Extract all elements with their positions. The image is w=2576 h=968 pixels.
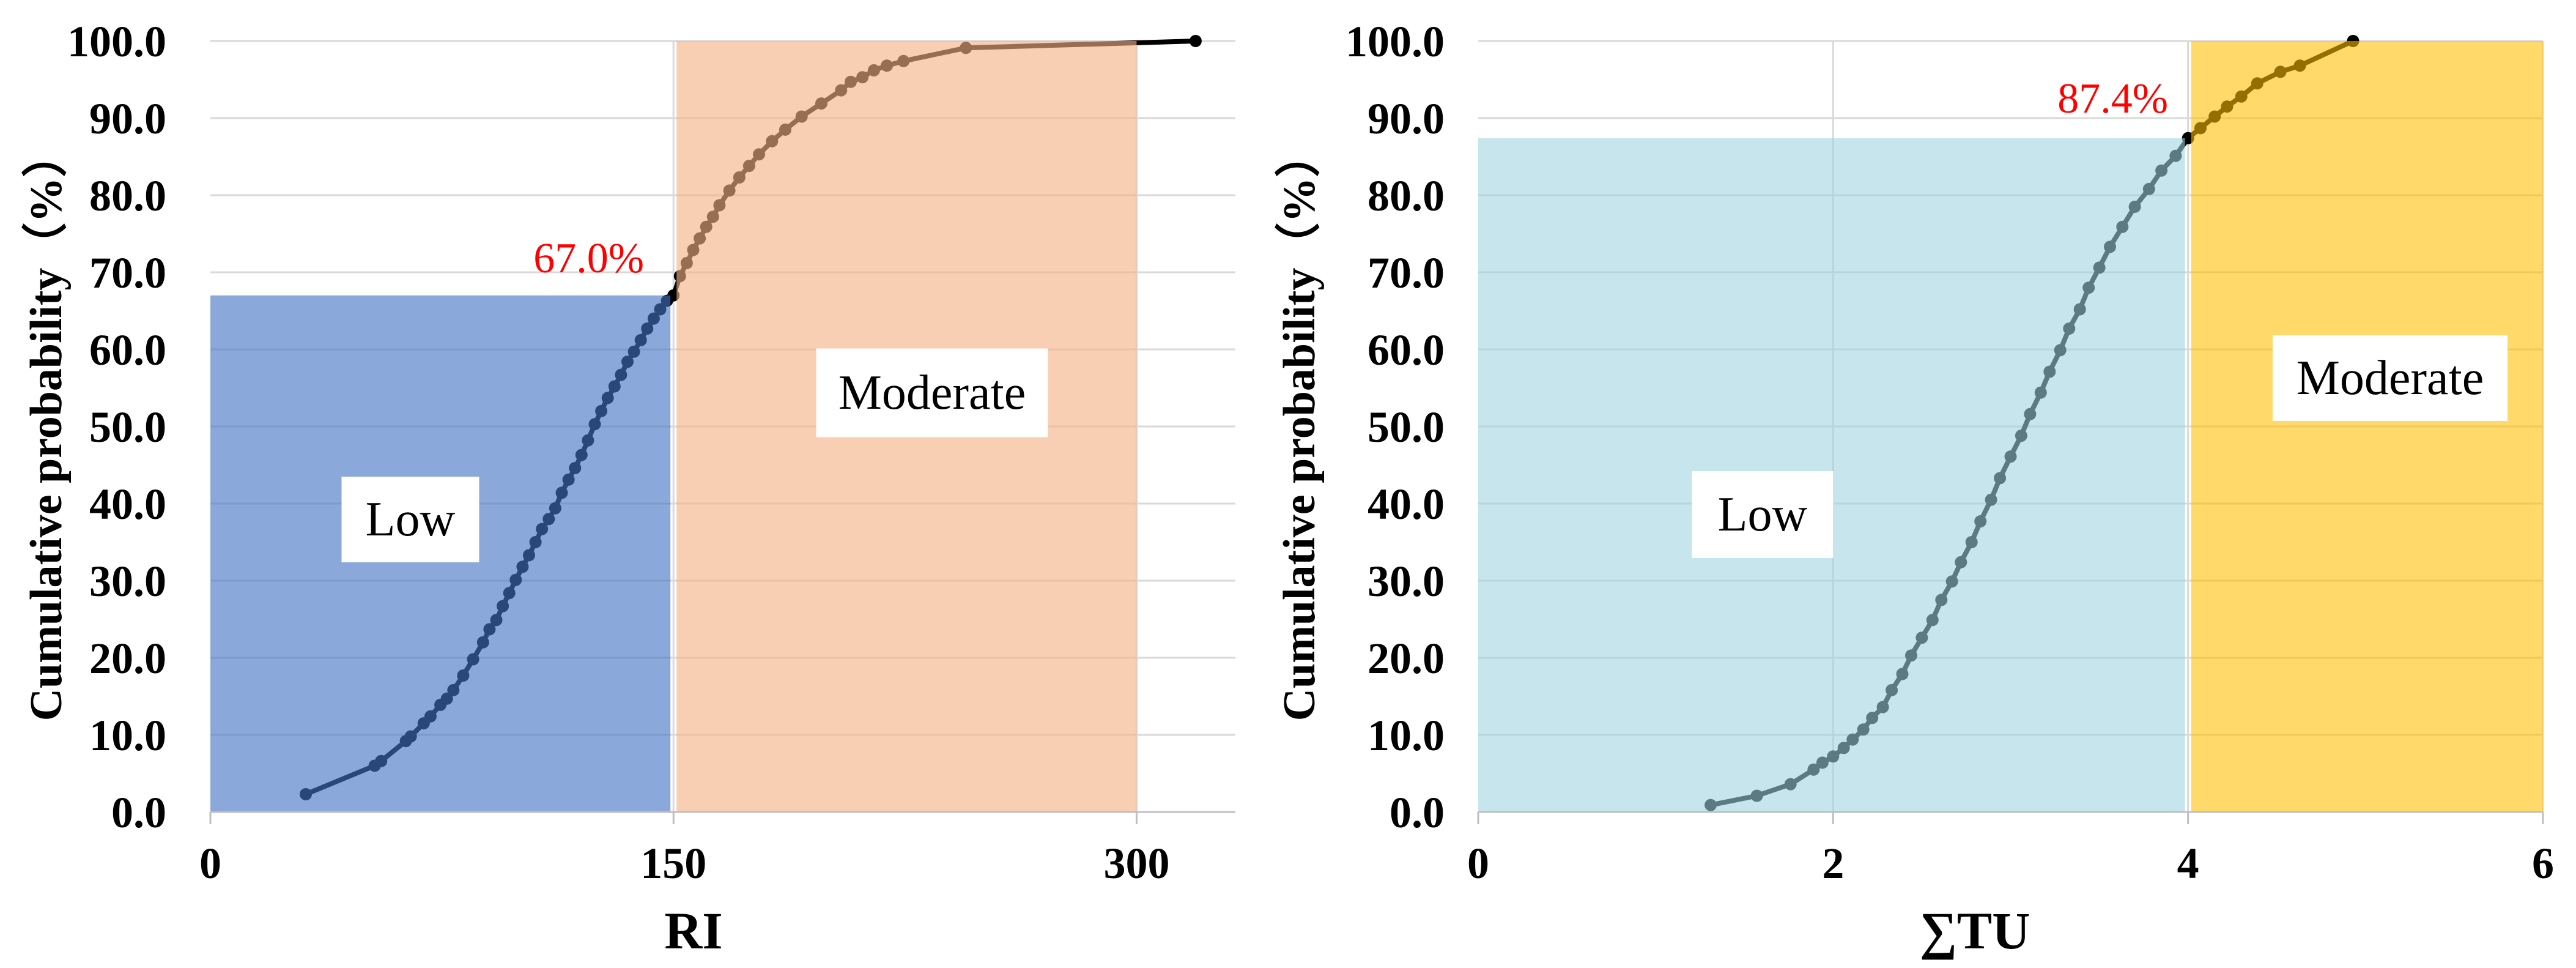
y-axis-title: Cumulative probability（%） bbox=[1275, 132, 1325, 721]
x-tick-label: 150 bbox=[640, 839, 706, 888]
y-tick-label: 50.0 bbox=[89, 403, 166, 452]
y-tick-label: 10.0 bbox=[89, 711, 166, 760]
threshold-annotation: 87.4% bbox=[2057, 75, 2168, 122]
region-label-box bbox=[341, 477, 479, 562]
chart-1: Low Moderate 67.0% 0 150 300 0.0 10.0 20.0 30.0 40… bbox=[21, 17, 1235, 960]
x-axis-title: ∑TU bbox=[1920, 901, 2030, 960]
y-tick-label: 80.0 bbox=[1368, 171, 1445, 220]
y-tick-label: 40.0 bbox=[89, 480, 166, 529]
y-tick-label: 100.0 bbox=[67, 17, 166, 66]
region-label-moderate: Moderate bbox=[838, 366, 1026, 420]
y-tick-label: 30.0 bbox=[89, 557, 166, 606]
y-tick-label: 20.0 bbox=[89, 634, 166, 683]
y-tick-label: 60.0 bbox=[89, 326, 166, 374]
y-tick-label: 30.0 bbox=[1368, 557, 1445, 606]
y-tick-label: 60.0 bbox=[1368, 326, 1445, 374]
x-axis-title: RI bbox=[664, 901, 723, 960]
threshold-annotation: 67.0% bbox=[533, 235, 644, 282]
y-tick-label: 0.0 bbox=[1390, 788, 1445, 837]
y-axis-title: Cumulative probability（%） bbox=[21, 132, 72, 721]
region-label-low: Low bbox=[366, 493, 456, 546]
y-tick-label: 80.0 bbox=[89, 171, 166, 220]
x-tick-label: 300 bbox=[1103, 839, 1169, 888]
x-tick-label: 0 bbox=[199, 839, 221, 888]
region-label-box bbox=[2273, 335, 2508, 421]
y-tick-label: 70.0 bbox=[1368, 248, 1445, 297]
region-label-low: Low bbox=[1718, 488, 1808, 542]
y-tick-label: 10.0 bbox=[1368, 711, 1445, 760]
y-tick-label: 40.0 bbox=[1368, 480, 1445, 529]
y-tick-label: 90.0 bbox=[1368, 94, 1445, 143]
region-label-moderate: Moderate bbox=[2297, 351, 2484, 405]
x-tick-label: 2 bbox=[1822, 839, 1844, 888]
y-tick-label: 0.0 bbox=[111, 788, 166, 837]
y-tick-label: 70.0 bbox=[89, 248, 166, 297]
region-label-box bbox=[1692, 471, 1834, 558]
y-tick-label: 90.0 bbox=[89, 94, 166, 143]
x-tick-label: 0 bbox=[1467, 839, 1489, 888]
region-label-box bbox=[816, 348, 1048, 437]
x-tick-label: 4 bbox=[2177, 839, 2199, 888]
y-tick-label: 50.0 bbox=[1368, 403, 1445, 452]
y-tick-label: 20.0 bbox=[1368, 634, 1445, 683]
y-tick-label: 100.0 bbox=[1345, 17, 1445, 66]
x-tick-label: 6 bbox=[2532, 839, 2554, 888]
data-point bbox=[1189, 35, 1202, 47]
region-moderate bbox=[2191, 41, 2543, 812]
